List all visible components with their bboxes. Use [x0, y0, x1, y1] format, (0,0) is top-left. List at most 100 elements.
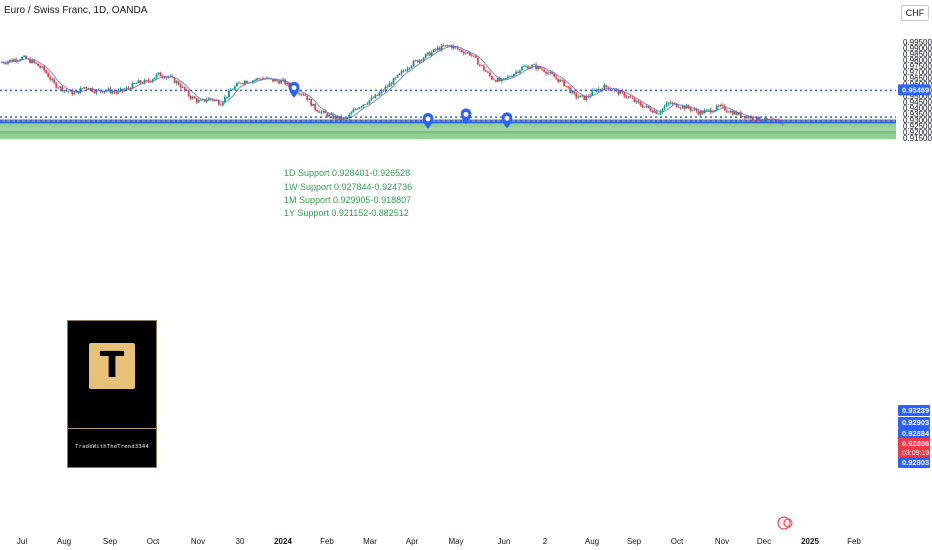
candle-body [521, 66, 523, 71]
candle-body [438, 47, 441, 50]
candle-body [366, 103, 369, 105]
candle-body [478, 64, 481, 66]
candle-body [519, 70, 521, 73]
candle-body [705, 109, 708, 111]
candle-body [288, 82, 291, 87]
candle-body [651, 110, 654, 113]
candle-body [193, 96, 196, 99]
candle-body [458, 49, 461, 51]
y-tick-label: 0.94000 [903, 104, 932, 113]
candle-body [659, 112, 662, 114]
candle-body [643, 106, 646, 108]
candle-body [39, 66, 42, 68]
candle-body [776, 119, 778, 121]
candle-body [209, 98, 212, 100]
candle-body [525, 66, 527, 67]
candle-body [153, 77, 156, 80]
candle-body [422, 57, 425, 61]
candle-body [67, 90, 70, 92]
horizontal-levels [0, 89, 896, 124]
price-badge [898, 84, 930, 96]
ma-line [1, 45, 784, 122]
candle-body [663, 106, 666, 109]
candle-body [460, 49, 463, 52]
candle-body [181, 86, 184, 88]
candle-body [260, 78, 262, 80]
candle-body [420, 59, 423, 61]
candle-body [306, 95, 309, 100]
candle-body [547, 72, 549, 74]
candle-body [227, 90, 230, 97]
price-axis[interactable]: 0.915000.920000.925000.930000.935000.940… [896, 0, 932, 550]
candle-body [173, 77, 176, 83]
candle-body [390, 83, 393, 85]
candle-body [667, 102, 670, 104]
candle-body [482, 65, 485, 71]
candle-body [575, 93, 578, 98]
price-badge-label: 0.93239 [902, 406, 929, 415]
location-pin-icon[interactable] [460, 108, 472, 125]
candle-body [91, 88, 94, 92]
candle-body [741, 116, 744, 117]
location-pin-icon[interactable] [288, 81, 300, 98]
candle-body [474, 55, 477, 58]
candle-body [127, 87, 130, 89]
candle-body [225, 96, 228, 98]
candle-body [358, 107, 361, 109]
candles [1, 43, 784, 126]
candle-body [454, 46, 457, 48]
candle-body [567, 86, 570, 88]
candle-body [492, 79, 495, 81]
candle-body [543, 69, 545, 72]
candle-body [191, 96, 194, 99]
location-pin-icon[interactable] [501, 112, 513, 129]
candle-body [179, 84, 182, 88]
candle-body [61, 86, 64, 92]
candle-body [121, 88, 124, 91]
candle-body [462, 51, 465, 54]
candle-body [689, 107, 692, 111]
support-1m-label: 1M Support 0.929905-0.918807 [284, 195, 412, 205]
candle-body [743, 116, 746, 119]
candle-body [165, 77, 168, 79]
candle-body [356, 108, 359, 110]
price-badge [898, 457, 930, 468]
x-tick-label: Nov [715, 537, 729, 546]
candle-body [213, 100, 216, 101]
candle-body [262, 78, 264, 80]
x-tick-label: Jun [498, 537, 511, 546]
candle-body [266, 77, 268, 79]
candle-body [533, 64, 535, 66]
candle-body [555, 76, 558, 79]
candle-body [360, 106, 363, 108]
candle-body [274, 79, 276, 82]
time-axis[interactable]: Jul Aug Sep Oct Nov 30 2024 Feb Mar Apr May Jun 2 Aug… [17, 516, 862, 546]
candle-body [324, 110, 327, 114]
candle-body [272, 78, 274, 82]
candle-body [29, 58, 32, 63]
candle-body [11, 59, 13, 62]
candle-body [308, 99, 311, 100]
candle-body [523, 66, 525, 68]
candle-body [446, 45, 449, 47]
candle-body [442, 45, 445, 47]
candle-body [53, 79, 56, 83]
candle-body [49, 77, 52, 80]
y-tick-label: 0.91500 [903, 134, 932, 143]
candle-body [426, 52, 429, 55]
candle-body [613, 89, 616, 91]
candle-body [593, 89, 596, 91]
candle-body [436, 47, 439, 51]
candle-body [476, 57, 479, 65]
event-flag-icon[interactable] [777, 516, 793, 530]
y-tick-label: 0.92500 [903, 122, 932, 131]
candle-body [605, 85, 608, 87]
currency-button[interactable]: CHF [901, 5, 929, 21]
candle-body [631, 97, 634, 99]
location-pin-icon[interactable] [422, 112, 434, 129]
candle-body [330, 113, 333, 115]
candle-body [352, 109, 355, 113]
candle-body [733, 111, 736, 115]
candle-body [715, 105, 718, 111]
